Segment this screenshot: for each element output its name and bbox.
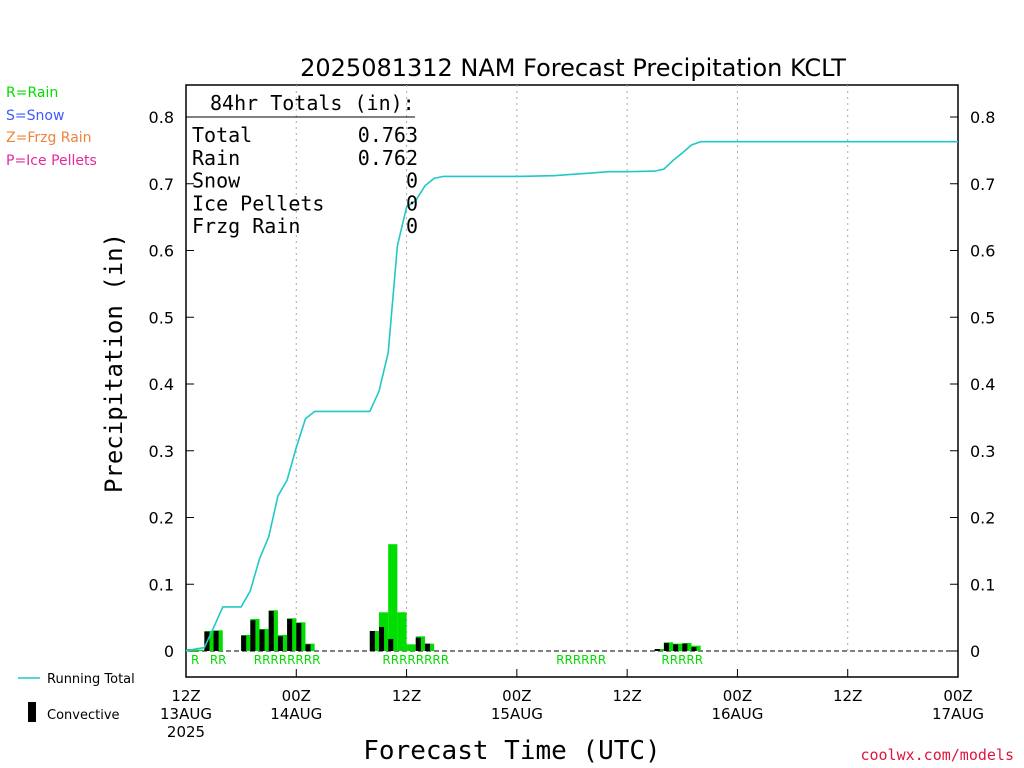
totals-value: 0	[406, 214, 418, 238]
precip-type-label: R	[191, 653, 199, 667]
x-tick-label: 12Z	[612, 687, 641, 705]
totals-value: 0.763	[358, 123, 418, 147]
precip-type-label: RRRRRRRR	[382, 653, 449, 667]
convective-bar	[369, 630, 375, 651]
convective-bar	[654, 648, 660, 651]
convective-bar	[277, 636, 283, 651]
x-tick-label: 00Z	[943, 687, 972, 705]
precip-bar	[397, 612, 407, 651]
y-tick-label-right: 0	[970, 642, 980, 661]
convective-bar	[259, 629, 265, 651]
convective-bar	[379, 626, 385, 651]
y-tick-label-left: 0.1	[149, 575, 174, 594]
y-tick-label-left: 0.8	[149, 108, 174, 127]
precip-type-legend-item: Z=Frzg Rain	[6, 130, 92, 146]
convective-bar	[296, 622, 302, 651]
convective-legend-label: Convective	[47, 708, 120, 723]
precip-type-label: RRRRRRRR	[254, 653, 321, 667]
chart-title: 2025081312 NAM Forecast Precipitation KC…	[300, 54, 846, 82]
convective-bar	[424, 643, 431, 651]
convective-bar	[287, 618, 293, 651]
precip-bar	[195, 649, 205, 651]
x-tick-label: 14AUG	[270, 705, 322, 723]
y-tick-label-left: 0.7	[149, 175, 174, 194]
y-tick-label-left: 0.3	[149, 442, 174, 461]
convective-bar	[663, 642, 669, 651]
convective-bar	[268, 610, 274, 651]
precip-type-legend-item: S=Snow	[6, 107, 65, 124]
y-tick-label-left: 0	[164, 642, 174, 661]
x-tick-label: 17AUG	[932, 705, 984, 723]
y-tick-label-right: 0.8	[970, 108, 995, 127]
x-tick-label: 12Z	[392, 687, 421, 705]
precip-type-legend-item: P=Ice Pellets	[6, 152, 97, 169]
convective-bar	[241, 635, 247, 651]
y-tick-label-right: 0.6	[970, 242, 995, 261]
running-total-line	[185, 140, 958, 652]
totals-label: Frzg Rain	[192, 214, 300, 238]
x-tick-label: 00Z	[282, 687, 311, 705]
running-total-legend-label: Running Total	[47, 672, 135, 687]
precip-type-legend: R=Rain S=Snow Z=Frzg Rain P=Ice Pellets	[6, 82, 97, 172]
totals-heading: 84hr Totals (in):	[210, 91, 415, 115]
y-tick-label-right: 0.1	[970, 575, 995, 594]
y-tick-label-left: 0.5	[149, 308, 174, 327]
convective-bar	[388, 638, 394, 651]
totals-label: Total	[192, 123, 252, 147]
convective-bar	[415, 637, 421, 651]
totals-value: 0	[406, 169, 418, 193]
precip-bar	[388, 544, 398, 651]
plot-frame	[185, 84, 959, 678]
x-tick-label: 2025	[167, 723, 205, 741]
totals-label: Snow	[192, 169, 241, 193]
y-tick-label-right: 0.4	[970, 375, 995, 394]
y-tick-label-right: 0.5	[970, 308, 995, 327]
x-tick-label: 12Z	[833, 687, 862, 705]
y-tick-label-left: 0.4	[149, 375, 174, 394]
x-tick-label: 00Z	[723, 687, 752, 705]
y-tick-label-left: 0.6	[149, 242, 174, 261]
precip-type-label: RRRRRR	[556, 653, 606, 667]
totals-label: Rain	[192, 146, 240, 170]
x-tick-label: 00Z	[502, 687, 531, 705]
x-tick-label: 12Z	[171, 687, 200, 705]
y-tick-label-right: 0.2	[970, 509, 995, 528]
y-tick-label-right: 0.3	[970, 442, 995, 461]
x-tick-label: 13AUG	[160, 705, 212, 723]
x-tick-label: 15AUG	[491, 705, 543, 723]
convective-bar	[305, 644, 311, 651]
convective-legend-swatch	[28, 702, 36, 722]
y-tick-label-left: 0.2	[149, 509, 174, 528]
precip-type-label: RRRRR	[661, 653, 703, 667]
precip-type-label: RR	[210, 653, 227, 667]
y-axis-label: Precipitation (in)	[100, 233, 128, 493]
convective-bar	[250, 620, 256, 651]
convective-bar	[673, 644, 679, 651]
x-axis-label: Forecast Time (UTC)	[363, 736, 660, 766]
convective-bar	[682, 643, 688, 651]
precip-bar	[406, 644, 416, 651]
totals-label: Ice Pellets	[192, 191, 324, 215]
precip-type-legend-item: R=Rain	[6, 85, 59, 101]
y-tick-label-right: 0.7	[970, 175, 995, 194]
x-tick-label: 16AUG	[711, 705, 763, 723]
convective-bar	[213, 630, 219, 651]
site-credit: coolwx.com/models	[860, 746, 1014, 764]
totals-value: 0.762	[358, 146, 418, 170]
totals-value: 0	[406, 191, 418, 215]
convective-bar	[691, 646, 697, 651]
